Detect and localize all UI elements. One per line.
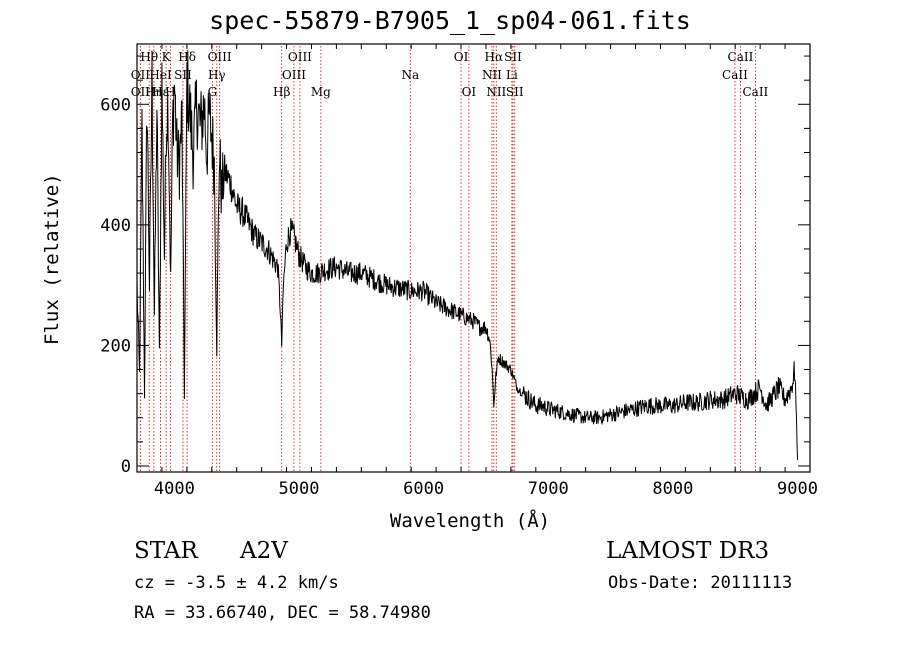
marker-label: Hβ: [273, 85, 290, 99]
y-tick-label: 400: [100, 216, 131, 236]
marker-label: HeI: [149, 68, 172, 82]
marker-label: Na: [401, 68, 419, 82]
marker-label: Mg: [311, 85, 331, 99]
marker-label: Hγ: [208, 68, 226, 82]
marker-label: OII: [131, 68, 151, 82]
x-tick-label: 4000: [154, 479, 195, 499]
marker-label: OIII: [208, 50, 232, 64]
chart-title: spec-55879-B7905_1_sp04-061.fits: [209, 6, 691, 35]
marker-label: CaII: [722, 68, 748, 82]
object-subclass: A2V: [240, 538, 288, 564]
marker-label: Hθ: [140, 50, 158, 64]
marker-label: OII: [131, 85, 151, 99]
marker-label: CaII: [742, 85, 768, 99]
y-tick-label: 0: [121, 457, 131, 477]
x-tick-label: 6000: [403, 479, 444, 499]
marker-label: Hδ: [178, 50, 196, 64]
marker-label: OIII: [288, 50, 312, 64]
marker-label: G: [208, 85, 218, 99]
marker-label: OI: [454, 50, 469, 64]
marker-label: SII: [504, 50, 522, 64]
x-tick-label: 9000: [777, 479, 818, 499]
redshift-velocity: cz = -3.5 ± 4.2 km/s: [134, 573, 339, 593]
y-tick-label: 600: [100, 95, 131, 115]
marker-label: OI: [462, 85, 477, 99]
y-axis-label: Flux (relative): [41, 173, 63, 345]
marker-label: Hε: [152, 85, 169, 99]
marker-label: K: [162, 50, 172, 64]
survey-name: LAMOST DR3: [606, 538, 770, 564]
x-tick-label: 5000: [279, 479, 320, 499]
marker-label: Hα: [485, 50, 504, 64]
x-axis-label: Wavelength (Å): [389, 510, 551, 532]
axes-layer: 4000 5000 6000 7000 8000 9000 0 200 400 600: [100, 43, 818, 499]
y-tick-label: 200: [100, 336, 131, 356]
marker-label: SII: [506, 85, 524, 99]
marker-label: H: [165, 85, 175, 99]
spectrum-layer: [136, 50, 798, 460]
marker-label: Li: [506, 68, 518, 82]
plot-frame: [136, 43, 811, 473]
observation-date: Obs-Date: 20111113: [608, 573, 793, 593]
marker-label: CaII: [728, 50, 754, 64]
marker-label: OIII: [282, 68, 306, 82]
x-tick-label: 7000: [528, 479, 569, 499]
marker-label: Hη: [145, 85, 163, 99]
marker-label: NII: [482, 68, 502, 82]
marker-label: SII: [174, 68, 192, 82]
x-tick-label: 8000: [652, 479, 693, 499]
ra-dec-coordinates: RA = 33.66740, DEC = 58.74980: [134, 603, 431, 623]
spectrum-line: [136, 50, 798, 460]
marker-label: NII: [486, 85, 506, 99]
object-class: STAR: [134, 538, 198, 564]
